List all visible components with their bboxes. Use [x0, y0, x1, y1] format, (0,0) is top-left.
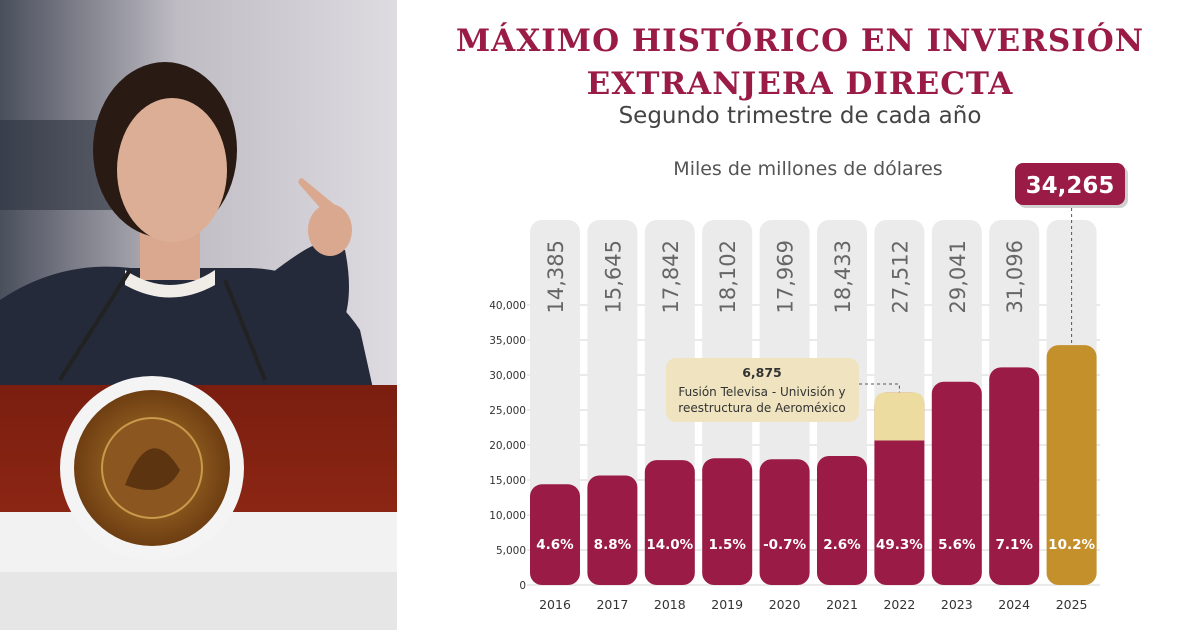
annotation-note-1: Fusión Televisa - Univisión y	[678, 385, 845, 399]
x-tick-label: 2017	[596, 597, 628, 612]
x-tick-label: 2025	[1056, 597, 1088, 612]
x-tick-label: 2024	[998, 597, 1030, 612]
y-tick-label: 5,000	[496, 545, 526, 557]
y-tick-label: 30,000	[489, 370, 526, 382]
annotation-value: 6,875	[742, 365, 782, 380]
value-label: 15,645	[601, 240, 625, 313]
bars	[530, 345, 1097, 585]
chart-title: MÁXIMO HISTÓRICO EN INVERSIÓN EXTRANJERA…	[400, 20, 1200, 106]
value-label: 31,096	[1003, 240, 1027, 313]
growth-label: 14.0%	[646, 537, 693, 553]
annotation-note-2: reestructura de Aeroméxico	[678, 401, 845, 415]
bar	[1046, 345, 1097, 585]
bar-segment-2022	[874, 392, 925, 441]
y-tick-label: 15,000	[489, 475, 526, 487]
presenter-photo	[0, 0, 397, 630]
bar	[759, 459, 810, 585]
x-tick-label: 2022	[883, 597, 915, 612]
y-tick-label: 20,000	[489, 440, 526, 452]
annotation: 34,265 6,875 Fusión Televisa - Univisión y…	[666, 163, 1128, 422]
growth-label: 4.6%	[536, 537, 574, 553]
x-tick-label: 2023	[941, 597, 973, 612]
x-tick-label: 2019	[711, 597, 743, 612]
y-tick-label: 25,000	[489, 405, 526, 417]
bar	[874, 392, 925, 585]
bar-chart: 4.6% 2016 14,385 8.8% 2017 15,645 14.0% 2018 17,…	[489, 163, 1128, 612]
y-tick-label: 10,000	[489, 510, 526, 522]
bar	[817, 455, 867, 585]
annotation-box	[666, 358, 859, 422]
chart-subtitle: Segundo trimestre de cada año	[618, 103, 982, 129]
title-line-2: EXTRANJERA DIRECTA	[586, 66, 1014, 102]
growth-label: -0.7%	[763, 537, 807, 553]
title-line-1: MÁXIMO HISTÓRICO EN INVERSIÓN	[455, 23, 1145, 59]
bar	[702, 458, 753, 585]
value-label: 17,969	[774, 240, 798, 313]
value-label: 18,102	[716, 240, 740, 313]
x-tick-label: 2016	[539, 597, 571, 612]
value-label: 17,842	[659, 240, 683, 313]
callout-value: 34,265	[1026, 173, 1115, 199]
bar	[931, 381, 982, 585]
x-tick-label: 2020	[769, 597, 801, 612]
bar	[587, 475, 638, 585]
y-tick-label: 40,000	[489, 300, 526, 312]
growth-label: 7.1%	[995, 537, 1033, 553]
x-tick-label: 2018	[654, 597, 686, 612]
value-label: 29,041	[946, 240, 970, 313]
y-tick-label: 0	[519, 580, 526, 592]
growth-label: 2.6%	[823, 537, 861, 553]
growth-label: 10.2%	[1048, 537, 1095, 553]
annotation-leader	[859, 383, 900, 393]
value-label: 18,433	[831, 240, 855, 313]
growth-label: 1.5%	[708, 537, 746, 553]
value-label: 27,512	[888, 240, 912, 313]
growth-label: 5.6%	[938, 537, 976, 553]
callout-box	[1015, 163, 1125, 205]
bar	[989, 367, 1040, 585]
bar-labels: 4.6% 2016 14,385 8.8% 2017 15,645 14.0% 2018 17,…	[536, 240, 1095, 612]
bar	[644, 460, 695, 585]
x-tick-label: 2021	[826, 597, 858, 612]
growth-label: 49.3%	[876, 537, 923, 553]
value-label: 14,385	[544, 240, 568, 313]
units-label: Miles de millones de dólares	[673, 158, 943, 180]
bar	[530, 484, 580, 585]
growth-label: 8.8%	[594, 537, 632, 553]
y-axis: 0 5,000 10,000 15,000 20,000 25,000 30,000 35,0…	[489, 300, 526, 592]
y-tick-label: 35,000	[489, 335, 526, 347]
